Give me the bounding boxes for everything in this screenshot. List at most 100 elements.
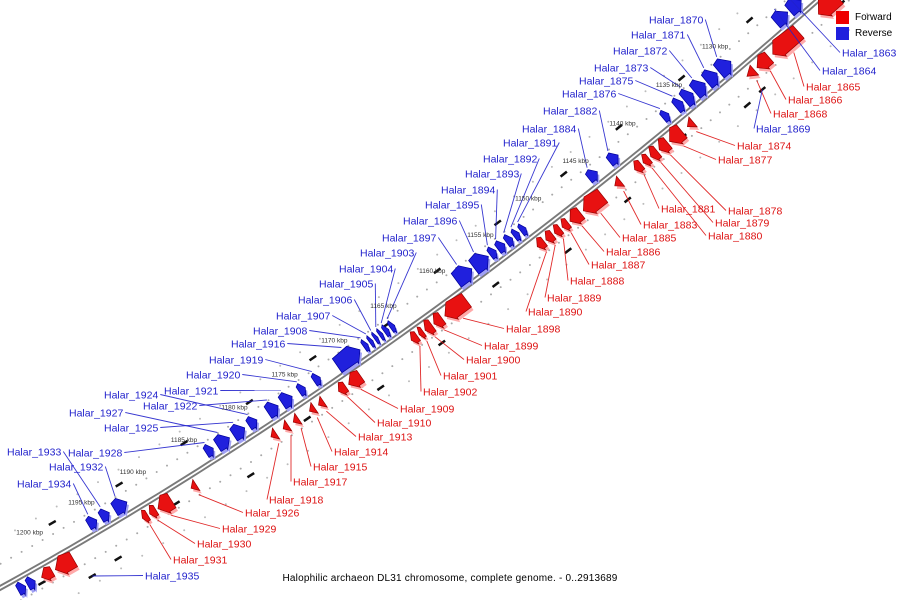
gene-arrow-Halar_1878[interactable] — [657, 137, 673, 154]
gene-arrow-Halar_1866[interactable] — [756, 51, 775, 70]
gene-arrow-Halar_1903[interactable] — [387, 320, 398, 334]
gene-label-Halar_1878[interactable]: Halar_1878 — [728, 206, 782, 218]
gene-label-Halar_1863[interactable]: Halar_1863 — [842, 48, 896, 60]
gene-label-Halar_1896[interactable]: Halar_1896 — [403, 216, 457, 228]
gene-label-Halar_1889[interactable]: Halar_1889 — [547, 293, 601, 305]
gene-label-Halar_1874[interactable]: Halar_1874 — [737, 141, 791, 153]
gene-arrow-Halar_1897[interactable] — [450, 265, 473, 288]
gene-label-Halar_1930[interactable]: Halar_1930 — [197, 539, 251, 551]
gene-arrow-Halar_1899[interactable] — [432, 312, 447, 329]
gene-arrow-Halar_1905[interactable] — [376, 327, 386, 342]
gene-label-Halar_1871[interactable]: Halar_1871 — [631, 30, 685, 42]
gene-arrow-Halar_1929[interactable] — [157, 492, 177, 514]
gene-label-Halar_1888[interactable]: Halar_1888 — [570, 276, 624, 288]
gene-arrow-Halar_1892[interactable] — [510, 228, 522, 242]
gene-arrow-Halar_1870[interactable] — [712, 58, 732, 79]
gene-arrow-Halar_1913[interactable] — [318, 395, 328, 408]
gene-label-Halar_1929[interactable]: Halar_1929 — [222, 524, 276, 536]
gene-label-Halar_1935[interactable]: Halar_1935 — [145, 571, 199, 583]
gene-label-Halar_1869[interactable]: Halar_1869 — [756, 124, 810, 136]
gene-arrow-Halar_1875[interactable] — [671, 97, 686, 114]
gene-arrow-Halar_1898[interactable] — [444, 292, 472, 320]
gene-arrow-Halar_1886[interactable] — [569, 207, 586, 225]
gene-arrow-Halar_1881[interactable] — [633, 159, 646, 174]
gene-label-Halar_1927[interactable]: Halar_1927 — [69, 408, 123, 420]
gene-label-Halar_1898[interactable]: Halar_1898 — [506, 324, 560, 336]
gene-label-Halar_1902[interactable]: Halar_1902 — [423, 387, 477, 399]
gene-arrow-Halar_1927[interactable] — [213, 434, 230, 452]
gene-label-Halar_1868[interactable]: Halar_1868 — [773, 109, 827, 121]
gene-label-Halar_1866[interactable]: Halar_1866 — [788, 95, 842, 107]
gene-label-Halar_1932[interactable]: Halar_1932 — [49, 462, 103, 474]
gene-arrow-Halar_1864[interactable] — [770, 10, 788, 29]
gene-label-Halar_1903[interactable]: Halar_1903 — [360, 248, 414, 260]
gene-label-Halar_1917[interactable]: Halar_1917 — [293, 477, 347, 489]
gene-label-Halar_1865[interactable]: Halar_1865 — [806, 82, 860, 94]
gene-arrow-Halar_1894[interactable] — [494, 240, 506, 254]
gene-label-Halar_1913[interactable]: Halar_1913 — [358, 432, 412, 444]
gene-label-Halar_1887[interactable]: Halar_1887 — [591, 260, 645, 272]
gene-arrow-Halar_1882[interactable] — [605, 152, 619, 167]
gene-arrow-Halar_1910[interactable] — [337, 381, 350, 396]
gene-arrow-Halar_1871[interactable] — [700, 69, 719, 89]
gene-arrow-Halar_1922[interactable] — [263, 401, 279, 419]
gene-label-Halar_1875[interactable]: Halar_1875 — [579, 76, 633, 88]
gene-arrow-Halar_1874[interactable] — [686, 116, 698, 128]
gene-label-Halar_1904[interactable]: Halar_1904 — [339, 264, 393, 276]
gene-label-Halar_1877[interactable]: Halar_1877 — [718, 155, 772, 167]
gene-arrow-Halar_1928[interactable] — [202, 443, 214, 459]
gene-label-Halar_1907[interactable]: Halar_1907 — [276, 311, 330, 323]
gene-label-Halar_1884[interactable]: Halar_1884 — [522, 124, 576, 136]
gene-label-Halar_1934[interactable]: Halar_1934 — [17, 479, 71, 491]
gene-label-Halar_1933[interactable]: Halar_1933 — [7, 447, 61, 459]
gene-arrow-Halar_1921[interactable] — [277, 392, 293, 410]
gene-label-Halar_1916[interactable]: Halar_1916 — [231, 339, 285, 351]
gene-arrow-Halar_1930[interactable] — [148, 505, 160, 519]
gene-label-Halar_1870[interactable]: Halar_1870 — [649, 15, 703, 27]
gene-arrow-Halar_1914[interactable] — [309, 401, 319, 414]
gene-label-Halar_1876[interactable]: Halar_1876 — [562, 89, 616, 101]
gene-label-Halar_1918[interactable]: Halar_1918 — [269, 495, 323, 507]
gene-label-Halar_1900[interactable]: Halar_1900 — [466, 355, 520, 367]
gene-label-Halar_1926[interactable]: Halar_1926 — [245, 508, 299, 520]
gene-arrow-Halar_1904[interactable] — [381, 324, 392, 338]
gene-label-Halar_1886[interactable]: Halar_1886 — [606, 247, 660, 259]
gene-label-Halar_1873[interactable]: Halar_1873 — [594, 63, 648, 75]
gene-arrow-Halar_1888[interactable] — [552, 224, 565, 238]
gene-arrow-Halar_1879[interactable] — [648, 145, 663, 162]
gene-arrow-unlabeled-72[interactable] — [24, 576, 36, 591]
gene-label-Halar_1920[interactable]: Halar_1920 — [186, 370, 240, 382]
gene-arrow-Halar_1865[interactable] — [772, 25, 805, 57]
gene-label-Halar_1883[interactable]: Halar_1883 — [643, 220, 697, 232]
gene-label-Halar_1881[interactable]: Halar_1881 — [661, 204, 715, 216]
gene-label-Halar_1872[interactable]: Halar_1872 — [613, 46, 667, 58]
gene-label-Halar_1931[interactable]: Halar_1931 — [173, 555, 227, 567]
gene-arrow-Halar_1895[interactable] — [486, 246, 498, 260]
gene-arrow-Halar_1876[interactable] — [659, 109, 672, 124]
gene-arrow-Halar_1920[interactable] — [295, 383, 307, 397]
gene-label-Halar_1899[interactable]: Halar_1899 — [484, 341, 538, 353]
gene-label-Halar_1910[interactable]: Halar_1910 — [377, 418, 431, 430]
gene-label-Halar_1924[interactable]: Halar_1924 — [104, 390, 158, 402]
gene-label-Halar_1882[interactable]: Halar_1882 — [543, 106, 597, 118]
gene-label-Halar_1908[interactable]: Halar_1908 — [253, 326, 307, 338]
gene-arrow-Halar_1887[interactable] — [560, 218, 572, 232]
gene-arrow-Halar_1884[interactable] — [584, 169, 598, 184]
gene-label-Halar_1901[interactable]: Halar_1901 — [443, 371, 497, 383]
gene-label-Halar_1909[interactable]: Halar_1909 — [400, 404, 454, 416]
gene-arrow-Halar_1931[interactable] — [141, 509, 151, 524]
gene-arrow-Halar_1873[interactable] — [678, 88, 696, 108]
gene-arrow-Halar_1877[interactable] — [669, 124, 688, 145]
gene-label-Halar_1919[interactable]: Halar_1919 — [209, 355, 263, 367]
gene-arrow-unlabeled-70[interactable] — [54, 551, 79, 575]
gene-label-Halar_1897[interactable]: Halar_1897 — [382, 233, 436, 245]
gene-arrow-Halar_1901[interactable] — [416, 326, 427, 340]
gene-arrow-Halar_1926[interactable] — [190, 478, 201, 492]
gene-arrow-Halar_1924[interactable] — [245, 416, 258, 431]
gene-arrow-Halar_1908[interactable] — [360, 339, 371, 353]
gene-label-Halar_1891[interactable]: Halar_1891 — [503, 138, 557, 150]
gene-arrow-Halar_1872[interactable] — [688, 79, 707, 99]
gene-arrow-Halar_1925[interactable] — [229, 423, 246, 442]
gene-arrow-Halar_1932[interactable] — [110, 497, 128, 516]
gene-label-Halar_1892[interactable]: Halar_1892 — [483, 154, 537, 166]
